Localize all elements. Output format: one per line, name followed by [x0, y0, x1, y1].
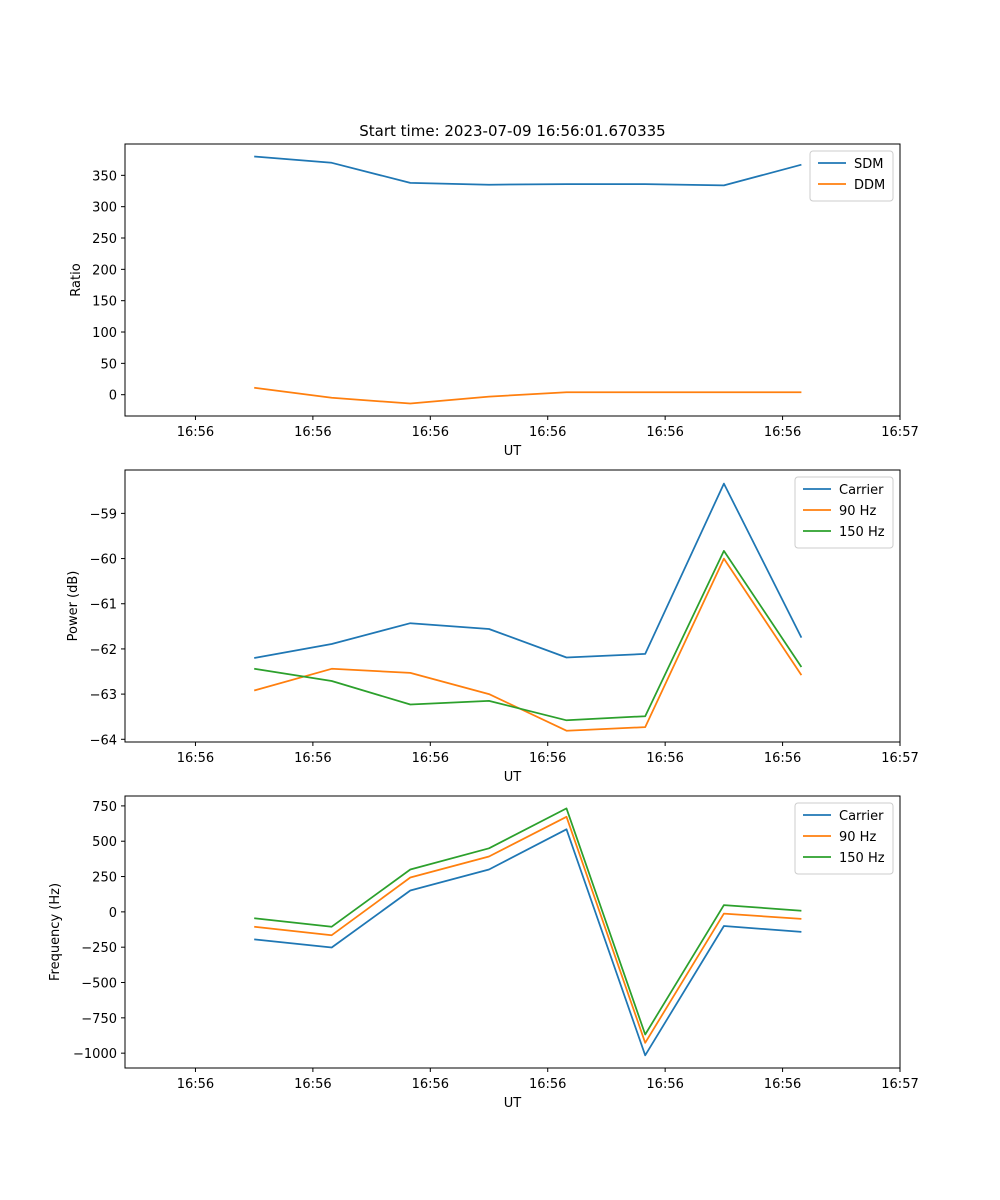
- x-tick-label: 16:57: [881, 1077, 918, 1092]
- x-tick-label: 16:57: [881, 425, 918, 440]
- series-line-150-hz: [254, 807, 802, 1036]
- series-line-ddm: [254, 386, 802, 405]
- x-tick-label: 16:56: [764, 1077, 801, 1092]
- y-tick-label: −250: [81, 941, 117, 956]
- x-tick-label: 16:56: [646, 1077, 683, 1092]
- y-tick-label: 250: [92, 232, 117, 247]
- y-tick-label: −60: [90, 553, 117, 568]
- y-tick-label: −61: [90, 598, 117, 613]
- x-axis-label: UT: [504, 444, 522, 459]
- x-axis-label: UT: [504, 770, 522, 785]
- plot-frame: [124, 469, 901, 743]
- series-line-carrier: [254, 828, 802, 1057]
- y-tick-label: −1000: [73, 1047, 117, 1062]
- x-tick-label: 16:56: [529, 425, 566, 440]
- y-axis-label: Frequency (Hz): [48, 883, 63, 981]
- y-axis-label: Ratio: [69, 263, 84, 296]
- x-tick-label: 16:57: [881, 751, 918, 766]
- x-tick-label: 16:56: [294, 1077, 331, 1092]
- x-tick-label: 16:56: [764, 751, 801, 766]
- chart-panel-1: Start time: 2023-07-09 16:56:01.670335 16…: [69, 122, 919, 459]
- chart-title: Start time: 2023-07-09 16:56:01.670335: [359, 122, 665, 140]
- legend-label: DDM: [854, 178, 885, 193]
- y-tick-label: 300: [92, 201, 117, 216]
- y-tick-label: 350: [92, 169, 117, 184]
- plot-frame: [124, 143, 901, 417]
- series-line-90-hz: [254, 815, 802, 1044]
- chart-panel-2: 16:56 16:56 16:56 16:56 16:56 16:56 16:57 −64 −6…: [66, 469, 919, 785]
- series-line-sdm: [254, 155, 802, 187]
- y-tick-label: 50: [100, 357, 117, 372]
- legend: SDM DDM: [809, 150, 894, 202]
- y-tick-label: −750: [81, 1012, 117, 1027]
- x-tick-label: 16:56: [646, 425, 683, 440]
- x-tick-label: 16:56: [294, 751, 331, 766]
- x-tick-label: 16:56: [646, 751, 683, 766]
- series-line-150-hz: [254, 550, 803, 722]
- y-tick-label: 200: [92, 263, 117, 278]
- y-tick-label: 0: [109, 389, 117, 404]
- x-tick-label: 16:56: [764, 425, 801, 440]
- x-tick-label: 16:56: [412, 751, 449, 766]
- chart-panel-3: 16:56 16:56 16:56 16:56 16:56 16:56 16:57 −1000…: [48, 795, 919, 1111]
- plot-frame: [124, 795, 901, 1069]
- x-tick-label: 16:56: [294, 425, 331, 440]
- y-tick-label: −63: [90, 688, 117, 703]
- y-tick-label: 500: [92, 835, 117, 850]
- y-tick-label: 250: [92, 871, 117, 886]
- series-line-carrier: [254, 482, 803, 659]
- legend-label: 150 Hz: [839, 851, 885, 866]
- x-axis-label: UT: [504, 1096, 522, 1111]
- x-tick-label: 16:56: [529, 1077, 566, 1092]
- legend: Carrier 90 Hz 150 Hz: [794, 802, 894, 875]
- y-tick-label: −64: [90, 733, 117, 748]
- y-tick-label: −62: [90, 643, 117, 658]
- y-tick-label: 0: [109, 906, 117, 921]
- x-tick-label: 16:56: [412, 425, 449, 440]
- y-tick-label: −500: [81, 977, 117, 992]
- y-tick-label: 750: [92, 800, 117, 815]
- legend-label: Carrier: [839, 483, 884, 498]
- x-tick-label: 16:56: [177, 1077, 214, 1092]
- y-tick-label: 100: [92, 326, 117, 341]
- y-tick-label: −59: [90, 507, 117, 522]
- legend-label: SDM: [854, 157, 883, 172]
- legend-label: 150 Hz: [839, 525, 885, 540]
- legend: Carrier 90 Hz 150 Hz: [794, 476, 894, 549]
- x-tick-label: 16:56: [412, 1077, 449, 1092]
- y-tick-label: 150: [92, 295, 117, 310]
- y-axis-label: Power (dB): [66, 571, 81, 642]
- legend-label: 90 Hz: [839, 830, 876, 845]
- legend-label: 90 Hz: [839, 504, 876, 519]
- series-line-90-hz: [253, 557, 803, 732]
- x-tick-label: 16:56: [529, 751, 566, 766]
- x-tick-label: 16:56: [177, 751, 214, 766]
- x-tick-label: 16:56: [177, 425, 214, 440]
- legend-label: Carrier: [839, 809, 884, 824]
